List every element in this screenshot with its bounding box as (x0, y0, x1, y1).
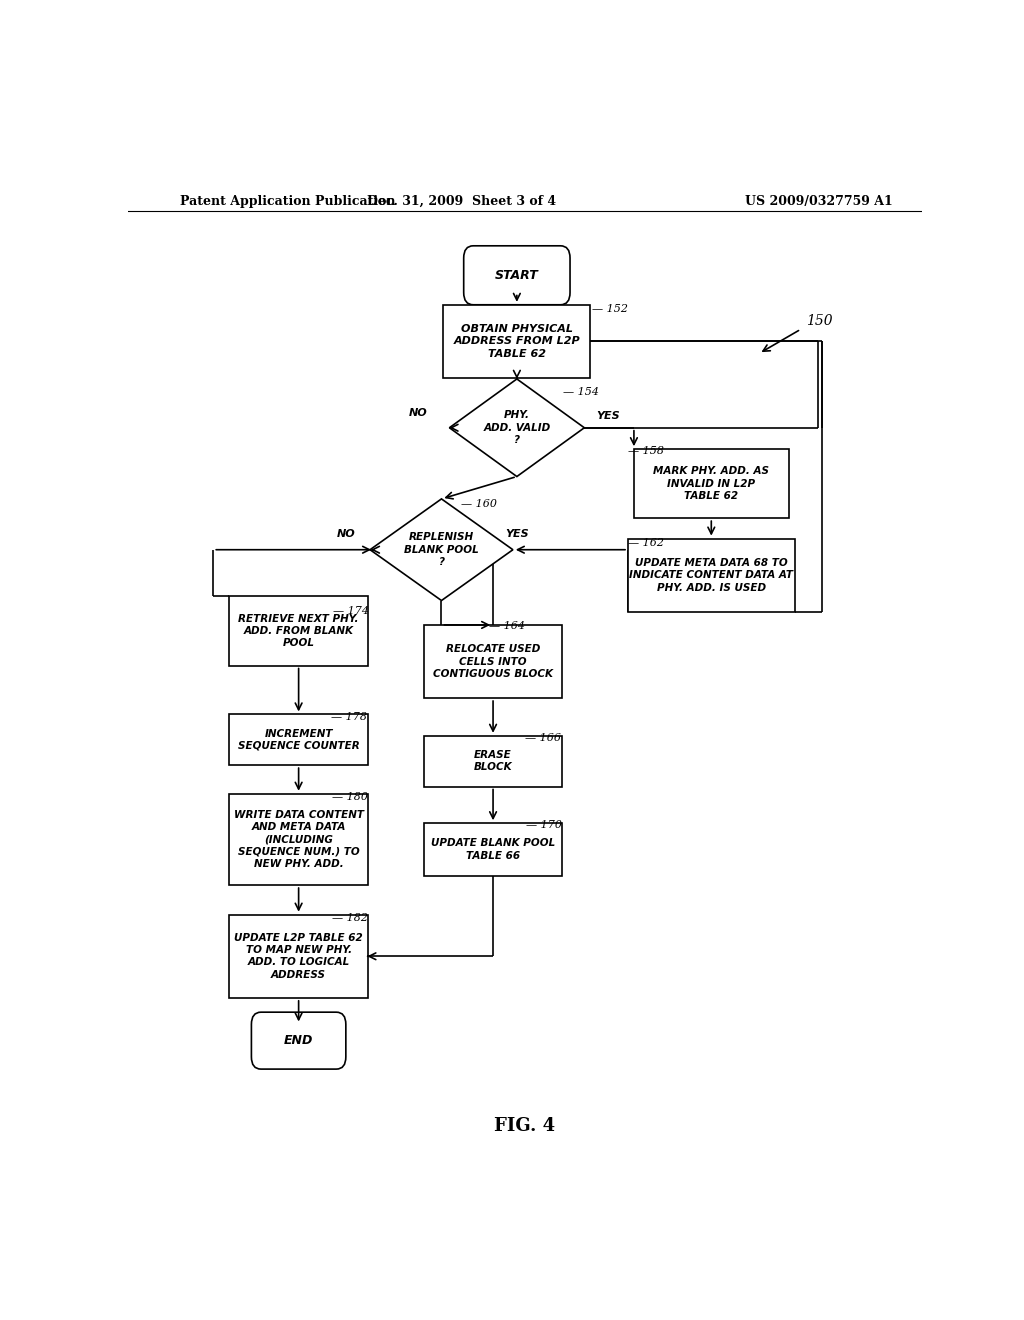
Text: — 166: — 166 (524, 733, 561, 743)
Text: 150: 150 (807, 314, 834, 329)
Text: WRITE DATA CONTENT
AND META DATA
(INCLUDING
SEQUENCE NUM.) TO
NEW PHY. ADD.: WRITE DATA CONTENT AND META DATA (INCLUD… (233, 809, 364, 869)
Text: — 178: — 178 (331, 713, 368, 722)
Text: RETRIEVE NEXT PHY.
ADD. FROM BLANK
POOL: RETRIEVE NEXT PHY. ADD. FROM BLANK POOL (239, 614, 358, 648)
Polygon shape (370, 499, 513, 601)
Text: — 170: — 170 (526, 820, 562, 830)
Text: OBTAIN PHYSICAL
ADDRESS FROM L2P
TABLE 62: OBTAIN PHYSICAL ADDRESS FROM L2P TABLE 6… (454, 323, 581, 359)
FancyBboxPatch shape (229, 793, 368, 886)
FancyBboxPatch shape (229, 915, 368, 998)
FancyBboxPatch shape (424, 735, 562, 787)
FancyBboxPatch shape (634, 449, 788, 519)
Text: Patent Application Publication: Patent Application Publication (179, 194, 395, 207)
FancyBboxPatch shape (229, 714, 368, 766)
Text: — 160: — 160 (461, 499, 498, 510)
Text: — 158: — 158 (628, 446, 664, 457)
Text: START: START (495, 269, 539, 281)
FancyBboxPatch shape (424, 624, 562, 698)
Text: — 182: — 182 (332, 912, 368, 923)
Text: NO: NO (409, 408, 427, 417)
Text: YES: YES (596, 411, 620, 421)
FancyBboxPatch shape (252, 1012, 346, 1069)
Text: END: END (284, 1034, 313, 1047)
FancyBboxPatch shape (443, 305, 590, 378)
FancyBboxPatch shape (229, 597, 368, 665)
Text: INCREMENT
SEQUENCE COUNTER: INCREMENT SEQUENCE COUNTER (238, 729, 359, 751)
Text: YES: YES (505, 529, 528, 540)
Text: — 162: — 162 (628, 537, 664, 548)
Text: Dec. 31, 2009  Sheet 3 of 4: Dec. 31, 2009 Sheet 3 of 4 (367, 194, 556, 207)
Text: NO: NO (337, 529, 355, 540)
Text: — 164: — 164 (489, 620, 525, 631)
FancyBboxPatch shape (424, 824, 562, 876)
Text: US 2009/0327759 A1: US 2009/0327759 A1 (744, 194, 892, 207)
FancyBboxPatch shape (464, 246, 570, 305)
Text: ERASE
BLOCK: ERASE BLOCK (474, 750, 512, 772)
Polygon shape (450, 379, 585, 477)
Text: UPDATE META DATA 68 TO
INDICATE CONTENT DATA AT
PHY. ADD. IS USED: UPDATE META DATA 68 TO INDICATE CONTENT … (630, 558, 794, 593)
Text: — 174: — 174 (333, 606, 369, 615)
Text: — 152: — 152 (592, 304, 629, 314)
Text: REPLENISH
BLANK POOL
?: REPLENISH BLANK POOL ? (404, 532, 479, 568)
Text: UPDATE BLANK POOL
TABLE 66: UPDATE BLANK POOL TABLE 66 (431, 838, 555, 861)
Text: FIG. 4: FIG. 4 (495, 1117, 555, 1135)
FancyBboxPatch shape (628, 539, 795, 611)
Text: — 154: — 154 (563, 387, 599, 397)
Text: UPDATE L2P TABLE 62
TO MAP NEW PHY.
ADD. TO LOGICAL
ADDRESS: UPDATE L2P TABLE 62 TO MAP NEW PHY. ADD.… (234, 933, 362, 979)
Text: MARK PHY. ADD. AS
INVALID IN L2P
TABLE 62: MARK PHY. ADD. AS INVALID IN L2P TABLE 6… (653, 466, 769, 502)
Text: PHY.
ADD. VALID
?: PHY. ADD. VALID ? (483, 411, 551, 445)
Text: — 180: — 180 (332, 792, 368, 801)
Text: RELOCATE USED
CELLS INTO
CONTIGUOUS BLOCK: RELOCATE USED CELLS INTO CONTIGUOUS BLOC… (433, 644, 553, 678)
